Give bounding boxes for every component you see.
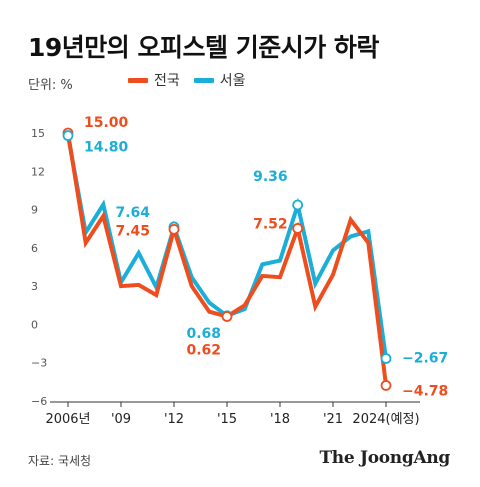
data-label: −4.78 bbox=[402, 383, 448, 399]
data-point-marker bbox=[380, 353, 392, 364]
series-line-national bbox=[66, 132, 388, 386]
chart-title: 19년만의 오피스텔 기준시가 하락 bbox=[28, 33, 379, 62]
legend-item-national: 전국 bbox=[128, 70, 180, 90]
data-point-marker bbox=[221, 311, 233, 322]
data-point-marker bbox=[292, 199, 304, 211]
data-label: 7.64 bbox=[115, 205, 150, 221]
data-label: 0.68 bbox=[186, 326, 221, 342]
data-label: 7.52 bbox=[253, 216, 288, 232]
data-label: 0.62 bbox=[186, 343, 221, 359]
legend-item-seoul: 서울 bbox=[193, 70, 246, 90]
x-tick-label: 2024(예정) bbox=[352, 412, 419, 427]
data-point-marker bbox=[292, 223, 304, 234]
y-tick-label: 0 bbox=[31, 318, 38, 331]
unit-label: 단위: % bbox=[28, 78, 73, 93]
x-tick-label: '21 bbox=[323, 412, 343, 427]
legend-swatch-seoul bbox=[193, 77, 214, 83]
x-tick-label: 2006년 bbox=[45, 412, 90, 427]
source-label: 자료: 국세청 bbox=[28, 454, 92, 468]
data-label: 9.36 bbox=[253, 169, 288, 185]
data-label: 15.00 bbox=[84, 115, 129, 131]
y-tick-label: −3 bbox=[31, 357, 47, 370]
y-tick-label: 3 bbox=[31, 280, 38, 293]
series-line-seoul bbox=[66, 135, 388, 359]
data-label: 14.80 bbox=[84, 140, 129, 156]
data-point-marker bbox=[380, 380, 392, 391]
legend-swatch-national bbox=[128, 77, 148, 83]
y-tick-label: 9 bbox=[31, 204, 38, 217]
y-tick-label: −6 bbox=[31, 395, 47, 408]
data-label: 7.45 bbox=[115, 223, 150, 239]
x-tick-label: '18 bbox=[270, 412, 290, 427]
data-point-marker bbox=[62, 130, 74, 141]
y-tick-label: 6 bbox=[31, 242, 38, 255]
brand-logo: The JoongAng bbox=[319, 448, 450, 468]
x-tick-label: '09 bbox=[111, 412, 131, 427]
legend-label-seoul: 서울 bbox=[219, 73, 246, 89]
data-label: −2.67 bbox=[402, 351, 448, 367]
y-tick-label: 15 bbox=[31, 127, 45, 140]
legend-label-national: 전국 bbox=[154, 73, 180, 89]
x-tick-label: '12 bbox=[164, 412, 184, 427]
legend: 전국 서울 bbox=[128, 70, 246, 90]
x-tick-label: '15 bbox=[217, 412, 237, 427]
y-tick-label: 12 bbox=[31, 165, 45, 178]
data-point-marker bbox=[168, 223, 180, 235]
